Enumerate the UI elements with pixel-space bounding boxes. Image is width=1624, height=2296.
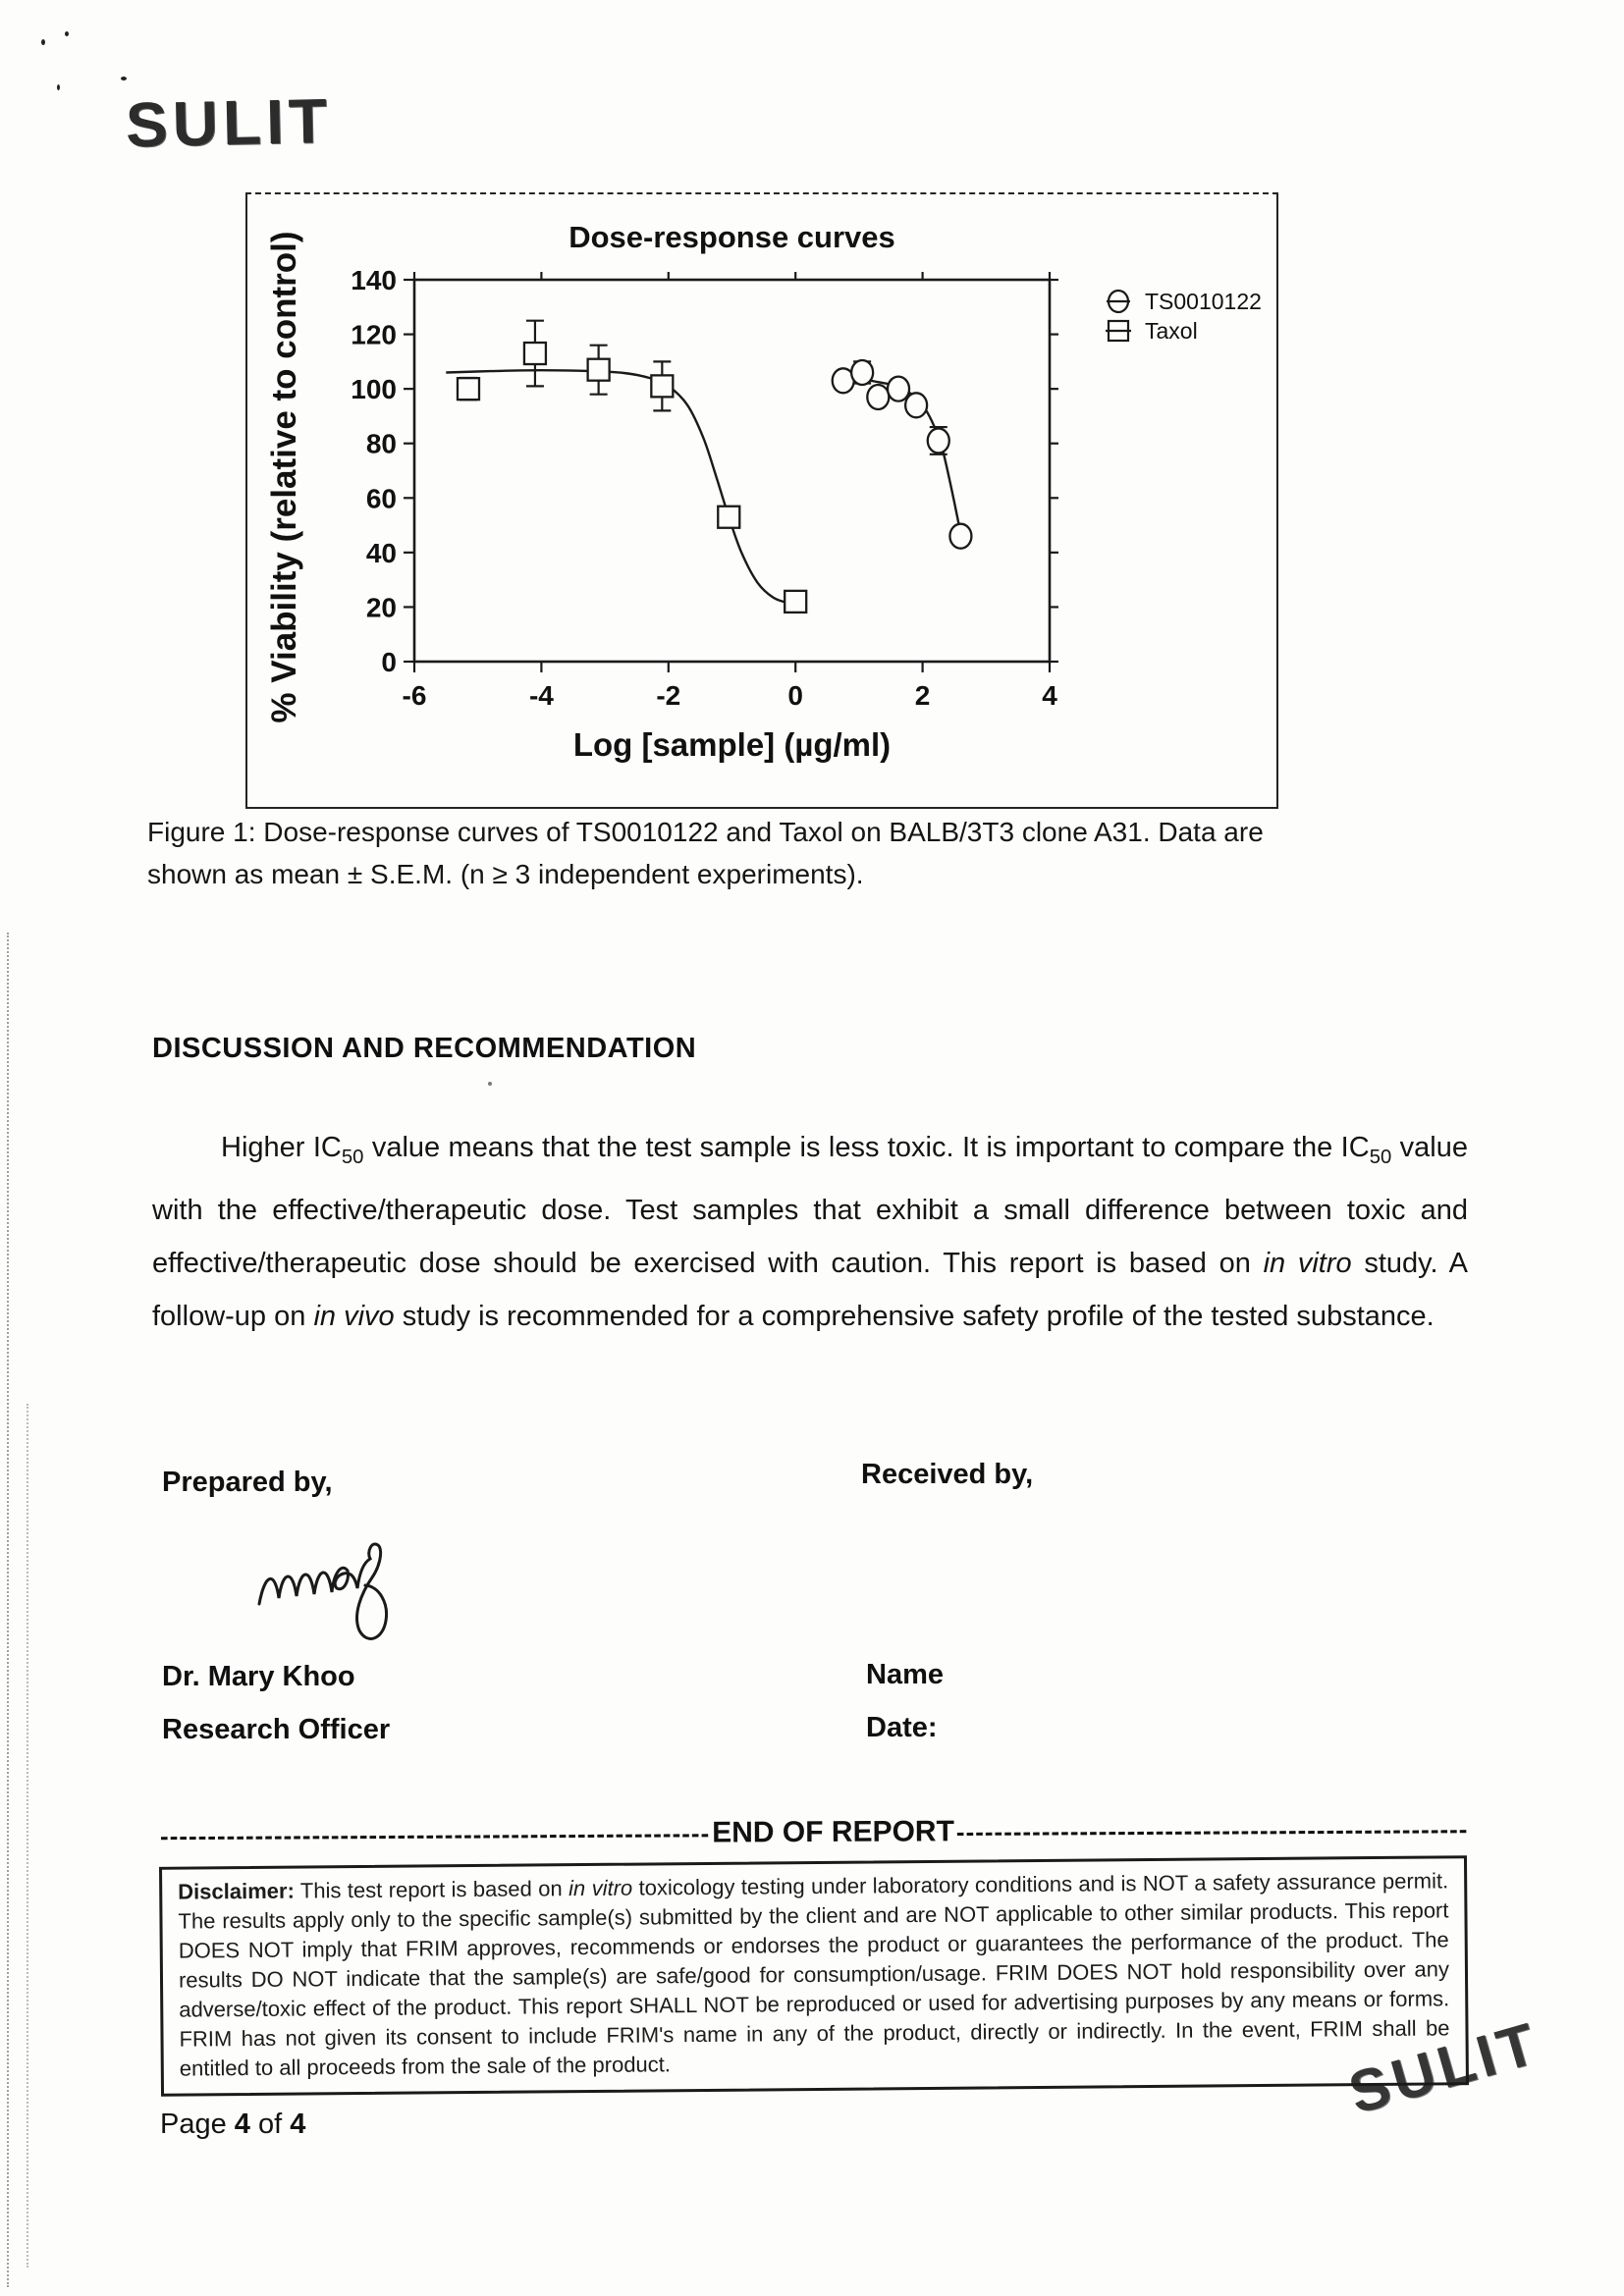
ts0010122-marker bbox=[866, 383, 891, 411]
scan-artifact-line bbox=[27, 1404, 28, 2268]
discussion-heading: DISCUSSION AND RECOMMENDATION bbox=[152, 1033, 697, 1064]
signature bbox=[257, 1542, 389, 1640]
eor-dashes-right: ----------------------------------------… bbox=[955, 1813, 1469, 1846]
scan-speck bbox=[57, 84, 60, 90]
ts0010122-marker bbox=[886, 375, 911, 402]
eor-dashes-left: ----------------------------------------… bbox=[159, 1818, 711, 1850]
y-tick-label: 20 bbox=[366, 592, 397, 622]
legend-item-ts0010122: TS0010122 bbox=[1104, 287, 1262, 316]
sulit-stamp-top: SULIT bbox=[125, 84, 333, 161]
x-tick-label: 0 bbox=[787, 680, 803, 711]
scan-speck bbox=[65, 31, 69, 36]
x-axis-label: Log [sample] (µg/ml) bbox=[572, 726, 892, 763]
scan-speck bbox=[488, 1082, 492, 1086]
x-tick-label: -4 bbox=[529, 680, 554, 711]
y-axis-label: % Viability (relative to control) bbox=[265, 231, 303, 723]
ts0010122-marker bbox=[849, 358, 875, 387]
circle-marker-icon bbox=[1107, 289, 1130, 314]
ts0010122-marker bbox=[903, 392, 929, 419]
prepared-name: Dr. Mary Khoo bbox=[162, 1661, 355, 1692]
taxol-marker bbox=[650, 374, 675, 399]
received-by-label: Received by, bbox=[861, 1459, 1034, 1490]
x-tick-label: 4 bbox=[1042, 680, 1057, 711]
ts0010122-marker bbox=[926, 427, 950, 454]
taxol-marker bbox=[456, 376, 481, 401]
chart-title: Dose-response curves bbox=[568, 220, 895, 254]
y-tick-label: 120 bbox=[351, 320, 397, 350]
received-name-label: Name bbox=[866, 1659, 944, 1690]
y-tick-label: 60 bbox=[366, 483, 397, 513]
taxol-marker bbox=[784, 589, 808, 614]
y-tick-label: 80 bbox=[366, 429, 397, 459]
y-tick-label: 0 bbox=[381, 647, 397, 677]
square-marker-icon bbox=[1106, 319, 1131, 343]
figure-caption-line2: shown as mean ± S.E.M. (n ≥ 3 independen… bbox=[147, 859, 864, 889]
figure-caption-line1: Figure 1: Dose-response curves of TS0010… bbox=[147, 817, 1264, 847]
scan-speck bbox=[41, 39, 45, 45]
prepared-title: Research Officer bbox=[162, 1714, 391, 1745]
scan-artifact-line bbox=[7, 933, 9, 2287]
discussion-paragraph: Higher IC50 value means that the test sa… bbox=[152, 1132, 1468, 1332]
ts0010122-curve bbox=[839, 378, 962, 534]
legend-item-taxol: Taxol bbox=[1104, 316, 1262, 346]
page-number: Page 4 of 4 bbox=[160, 2109, 306, 2140]
plot-frame bbox=[412, 278, 1052, 664]
taxol-marker bbox=[522, 341, 548, 366]
y-tick-label: 100 bbox=[351, 374, 397, 404]
taxol-marker bbox=[717, 505, 741, 529]
taxol-curve bbox=[446, 368, 804, 606]
figure-box: -6 -4 -2 0 2 4 0 20 40 60 80 100 120 140 Dose-respons… bbox=[245, 192, 1278, 809]
received-date-label: Date: bbox=[866, 1712, 938, 1743]
y-tick-label: 40 bbox=[366, 538, 397, 568]
figure-caption: Figure 1: Dose-response curves of TS0010… bbox=[147, 811, 1473, 895]
x-tick-label: -2 bbox=[656, 680, 680, 711]
taxol-marker bbox=[586, 357, 611, 382]
ts0010122-marker bbox=[948, 522, 973, 550]
y-tick-label: 140 bbox=[351, 265, 397, 295]
eor-label: END OF REPORT bbox=[712, 1815, 954, 1849]
legend-label: Taxol bbox=[1145, 317, 1198, 344]
chart-legend: TS0010122 Taxol bbox=[1104, 287, 1262, 346]
end-of-report-divider: ----------------------------------------… bbox=[160, 1813, 1468, 1853]
prepared-by-label: Prepared by, bbox=[162, 1467, 333, 1498]
x-tick-label: -6 bbox=[403, 680, 427, 711]
disclaimer-box: Disclaimer: This test report is based on… bbox=[159, 1855, 1469, 2097]
legend-label: TS0010122 bbox=[1145, 288, 1262, 314]
scan-speck bbox=[121, 77, 127, 80]
x-tick-label: 2 bbox=[915, 680, 931, 711]
